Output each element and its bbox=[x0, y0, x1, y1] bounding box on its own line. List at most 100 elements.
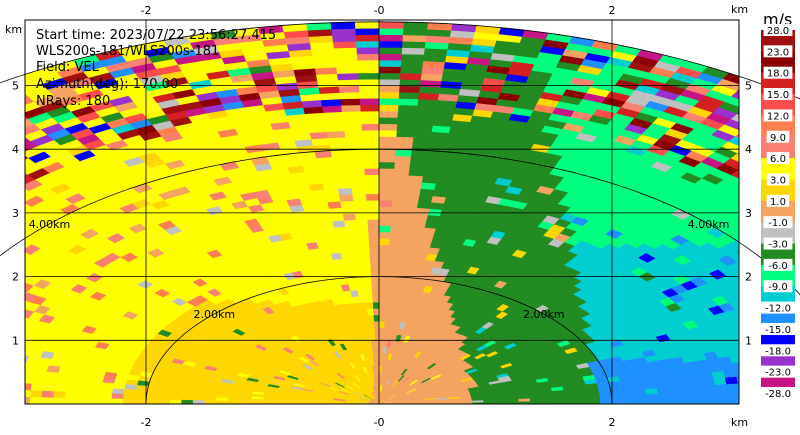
velocity-cell bbox=[681, 397, 694, 404]
velocity-cell bbox=[330, 213, 345, 222]
velocity-cell bbox=[409, 238, 422, 247]
velocity-cell bbox=[742, 286, 759, 296]
velocity-cell bbox=[736, 260, 739, 264]
velocity-cell bbox=[325, 194, 341, 203]
velocity-cell bbox=[44, 371, 59, 380]
velocity-cell bbox=[338, 85, 360, 93]
velocity-cell bbox=[411, 136, 431, 145]
velocity-cell bbox=[378, 59, 402, 67]
velocity-cell bbox=[415, 111, 436, 120]
velocity-cell bbox=[0, 193, 15, 205]
velocity-cell bbox=[2, 296, 19, 306]
velocity-cell bbox=[400, 53, 425, 62]
velocity-cell bbox=[691, 385, 705, 393]
velocity-cell bbox=[367, 231, 380, 239]
velocity-cell bbox=[392, 174, 409, 182]
velocity-cell bbox=[54, 378, 68, 387]
velocity-cell bbox=[227, 400, 240, 404]
velocity-cell bbox=[0, 251, 2, 262]
velocity-cell bbox=[2, 258, 21, 269]
velocity-cell bbox=[122, 393, 136, 400]
velocity-cell bbox=[180, 396, 194, 401]
velocity-cell bbox=[364, 187, 380, 195]
velocity-cell bbox=[373, 327, 380, 335]
velocity-cell bbox=[347, 161, 365, 170]
velocity-cell bbox=[359, 110, 380, 118]
velocity-cell bbox=[346, 149, 364, 157]
velocity-cell bbox=[168, 399, 182, 404]
velocity-cell bbox=[357, 238, 370, 246]
velocity-cell bbox=[0, 172, 5, 184]
velocity-cell bbox=[0, 201, 2, 213]
velocity-cell bbox=[407, 245, 420, 253]
velocity-cell bbox=[361, 142, 380, 150]
velocity-cell bbox=[361, 269, 372, 278]
velocity-cell bbox=[393, 168, 410, 176]
velocity-cell bbox=[736, 185, 739, 188]
velocity-cell bbox=[419, 239, 432, 248]
velocity-cell bbox=[370, 269, 380, 278]
velocity-cell bbox=[334, 232, 348, 241]
velocity-cell bbox=[386, 276, 396, 284]
velocity-cell bbox=[400, 59, 424, 68]
velocity-cell bbox=[0, 205, 10, 217]
velocity-cell bbox=[398, 91, 420, 100]
velocity-cell bbox=[41, 390, 54, 399]
velocity-cell bbox=[378, 136, 397, 144]
velocity-cell bbox=[378, 97, 399, 106]
velocity-cell bbox=[25, 362, 27, 366]
velocity-cell bbox=[0, 283, 6, 293]
velocity-cell bbox=[378, 206, 392, 214]
velocity-cell bbox=[384, 301, 393, 310]
velocity-cell bbox=[378, 339, 384, 348]
velocity-cell bbox=[370, 282, 380, 290]
velocity-cell bbox=[382, 339, 388, 348]
velocity-cell bbox=[394, 155, 412, 163]
velocity-cell bbox=[398, 238, 412, 246]
velocity-cell bbox=[359, 257, 371, 265]
velocity-cell bbox=[404, 264, 416, 272]
velocity-cell bbox=[378, 244, 390, 252]
velocity-cell bbox=[4, 225, 24, 236]
velocity-cell bbox=[378, 104, 399, 112]
velocity-cell bbox=[378, 288, 387, 297]
velocity-cell bbox=[30, 383, 44, 392]
velocity-cell bbox=[0, 311, 7, 321]
velocity-cell bbox=[391, 199, 406, 208]
velocity-cell bbox=[388, 238, 401, 246]
velocity-cell bbox=[361, 129, 380, 137]
velocity-cell bbox=[0, 262, 2, 273]
velocity-cell bbox=[599, 399, 613, 404]
velocity-cell bbox=[157, 399, 170, 404]
velocity-cell bbox=[656, 387, 670, 394]
velocity-cell bbox=[350, 257, 362, 265]
velocity-cell bbox=[383, 320, 390, 329]
velocity-cell bbox=[0, 254, 11, 265]
velocity-cell bbox=[0, 359, 3, 368]
velocity-cell bbox=[355, 219, 368, 227]
velocity-cell bbox=[340, 104, 361, 113]
velocity-cell bbox=[333, 53, 358, 62]
velocity-cell bbox=[391, 295, 401, 303]
velocity-cell bbox=[338, 193, 354, 202]
velocity-cell bbox=[88, 387, 102, 394]
velocity-cell bbox=[417, 194, 433, 203]
velocity-cell bbox=[378, 282, 388, 290]
velocity-cell bbox=[668, 386, 682, 394]
velocity-cell bbox=[746, 321, 762, 330]
velocity-cell bbox=[320, 98, 342, 107]
velocity-cell bbox=[362, 155, 380, 163]
velocity-cell bbox=[396, 110, 417, 119]
velocity-cell bbox=[357, 66, 380, 74]
velocity-cell bbox=[110, 398, 124, 404]
velocity-cell bbox=[393, 282, 403, 291]
velocity-cell bbox=[321, 181, 338, 190]
velocity-cell bbox=[382, 333, 389, 341]
velocity-cell bbox=[692, 391, 706, 399]
velocity-cell bbox=[417, 245, 431, 254]
velocity-cell bbox=[339, 200, 355, 208]
velocity-cell bbox=[334, 59, 358, 68]
velocity-cell bbox=[390, 301, 399, 310]
velocity-cell bbox=[412, 130, 432, 139]
velocity-cell bbox=[420, 181, 437, 190]
